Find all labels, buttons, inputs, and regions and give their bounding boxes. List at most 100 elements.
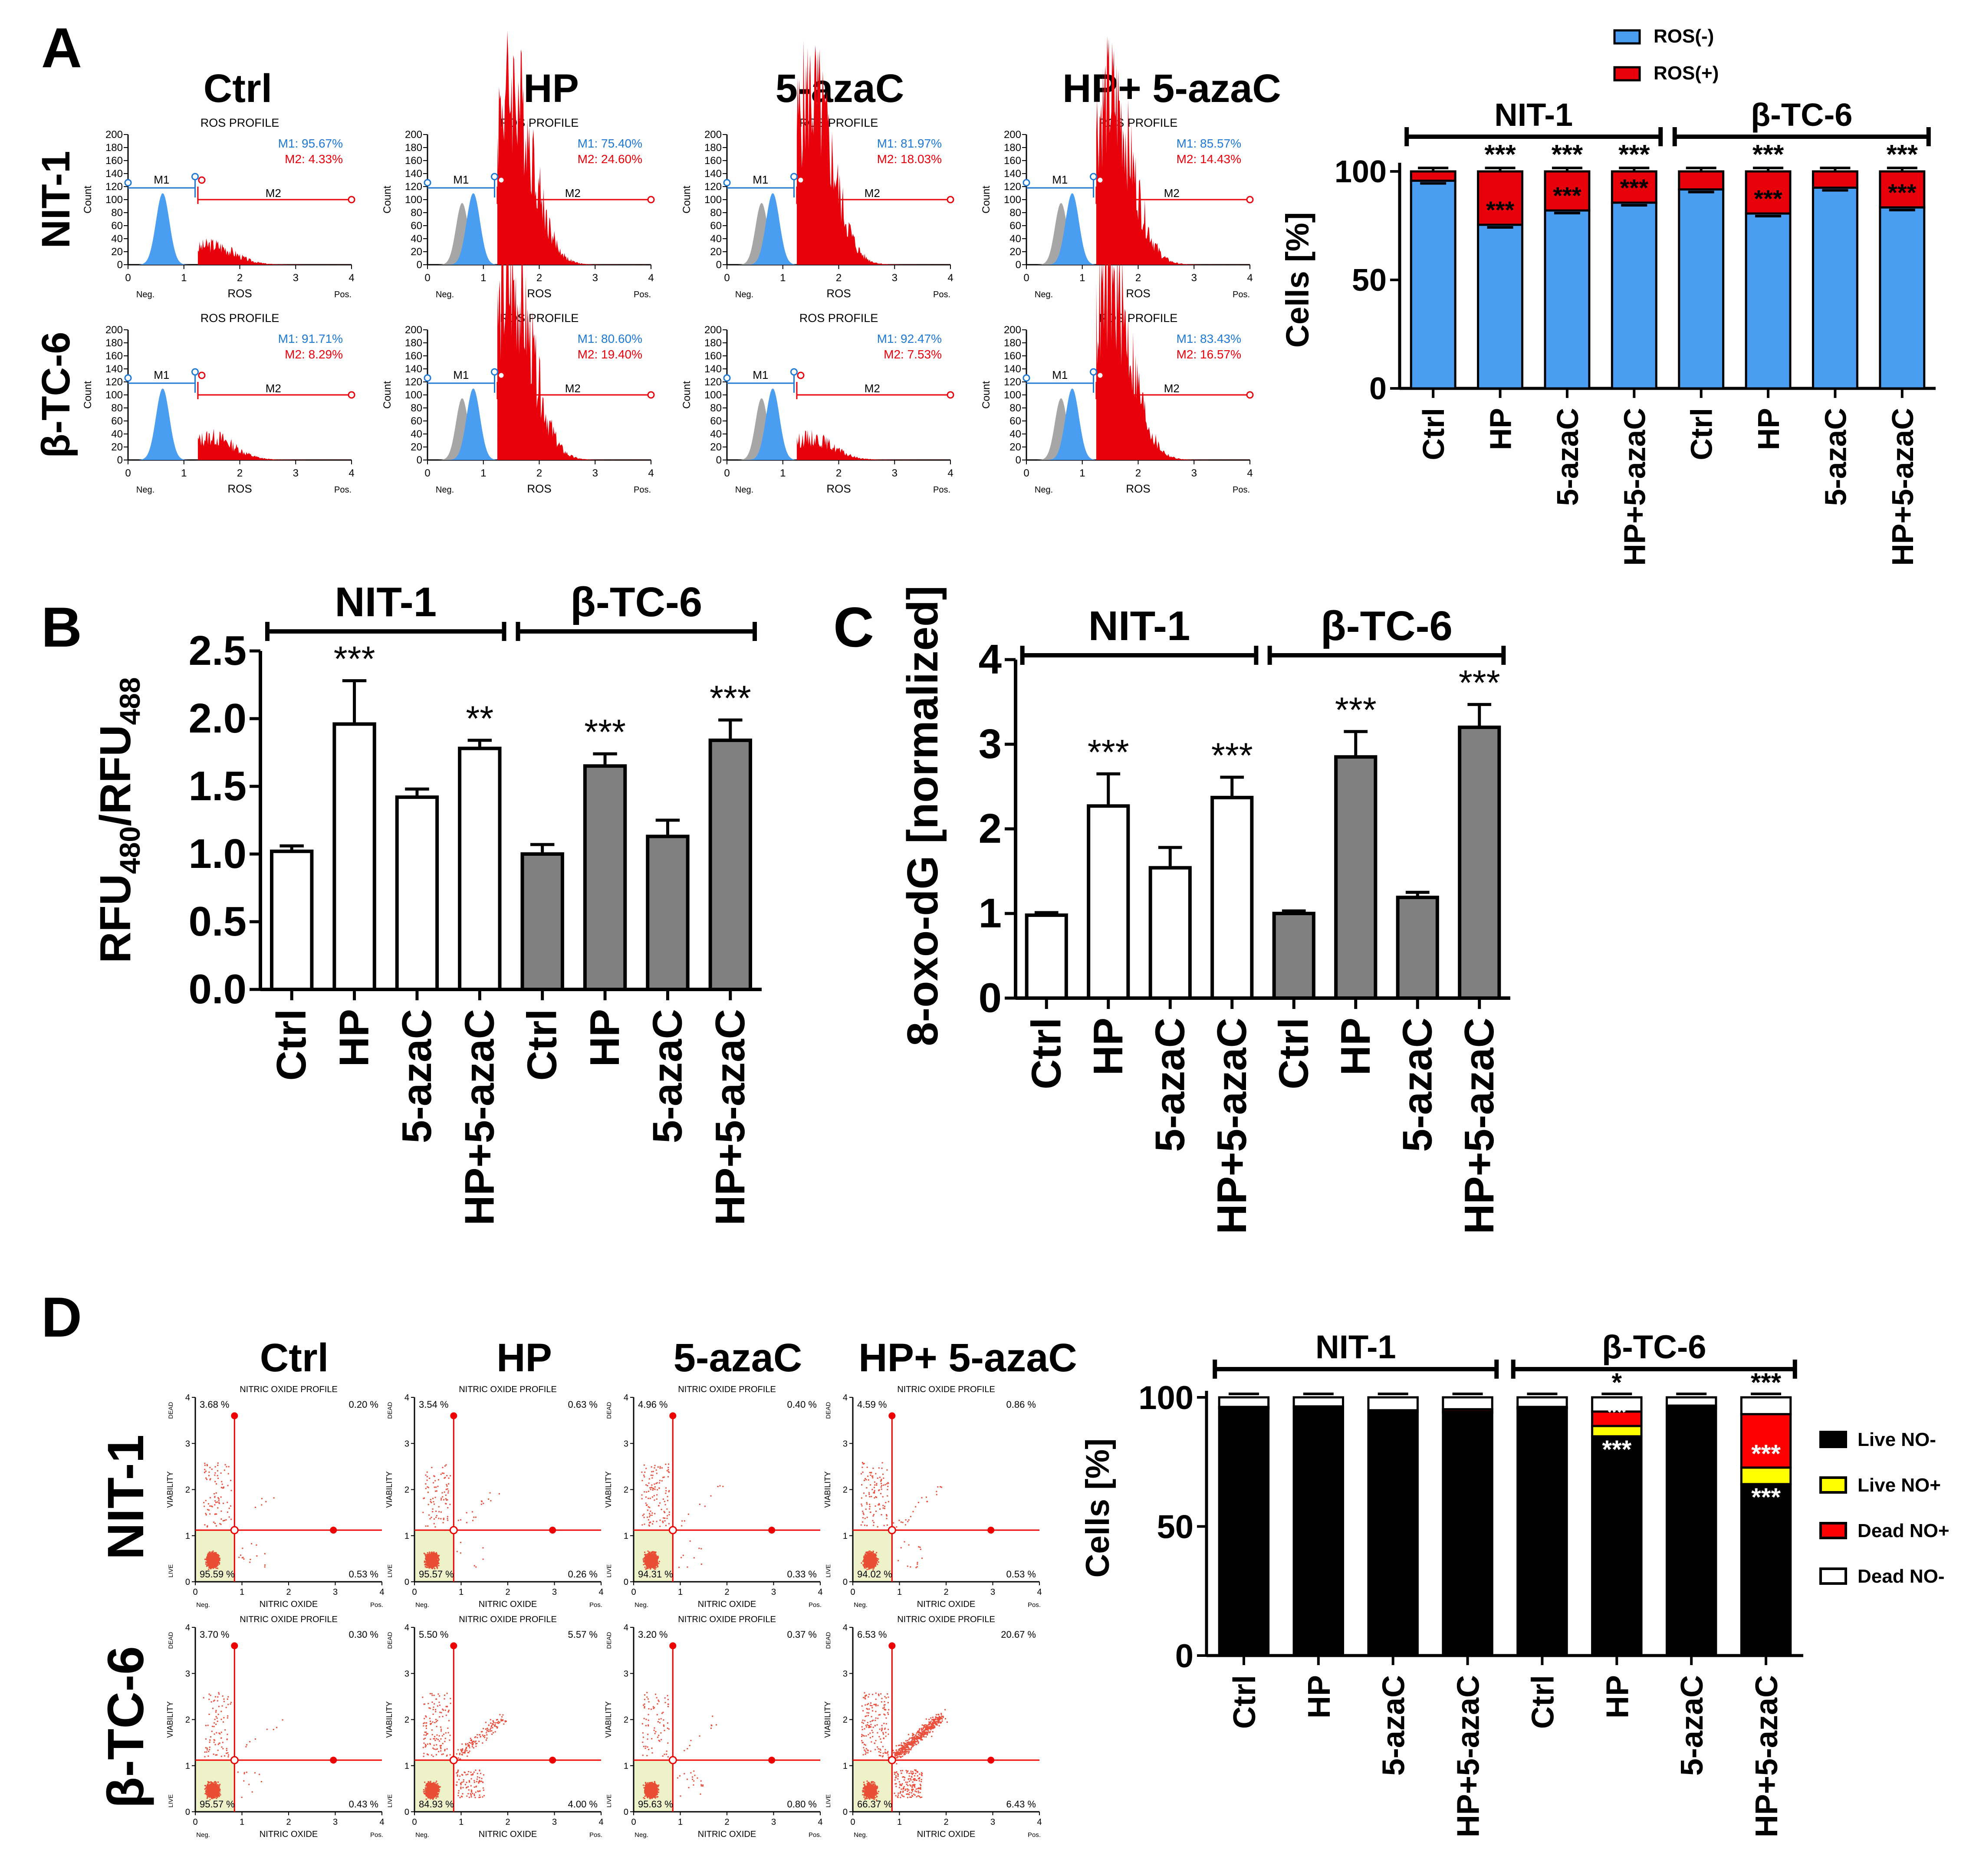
y-tick-label: 3 [185,1669,190,1679]
dot-plot-title: NITRIC OXIDE PROFILE [897,1615,995,1624]
x-tick-label: 3 [552,1587,557,1597]
cell-events [203,1692,283,1800]
dot-plot: NITRIC OXIDE PROFILE 00 1 1 2 2 3 3 4 4 VIABILITY D… [385,1615,604,1839]
neg-label: Neg. [415,1601,429,1609]
quadrant-upper-left: 4.59 % [857,1399,887,1410]
x-tick-label: HP+5-azaC [1749,1675,1784,1837]
m1-percentage: M1: 91.71% [278,332,343,345]
x-tick-label: HP [1332,1018,1379,1075]
y-axis-title: Count [681,381,693,409]
m2-label: M2 [865,382,880,395]
y-tick-label: 120 [1004,181,1021,193]
x-tick-label: 0 [424,467,430,479]
m2-label: M2 [266,187,281,200]
gate-center-handle [668,1756,677,1764]
histogram-title: ROS PROFILE [500,312,579,325]
y-tick-label: 140 [405,168,422,180]
quadrant-upper-right: 0.30 % [349,1629,379,1640]
condition-header-A: HP [523,66,579,111]
quadrant-lower-left: 95.57 % [419,1569,454,1580]
dot-plot-title: NITRIC OXIDE PROFILE [240,1385,338,1394]
ros-stacked-chart: 0 50 100 Cells [%] Ctrl *** *** HP *** *** 5-azaC *… [1279,26,1936,566]
cell-events [861,1692,948,1801]
x-tick-label: 4 [1037,1817,1042,1827]
dead-label: DEAD [167,1632,174,1649]
m1-percentage: M1: 81.97% [877,137,942,150]
m2-gate-handle [947,391,954,399]
x-axis-title: NITRIC OXIDE [260,1830,318,1839]
bar-segment-liveno [1218,1407,1270,1657]
y-tick-label: 100 [105,389,123,401]
y-tick-label: 120 [1004,376,1021,388]
bar-ros-negative [1678,188,1725,390]
bar-ros-negative [1611,201,1657,390]
quadrant-upper-right: 20.67 % [1001,1629,1036,1640]
x-tick-label: HP [582,1009,628,1067]
y-tick-label: 2 [624,1485,628,1495]
y-tick-label: 4 [843,1393,848,1403]
y-tick-label: 120 [704,376,722,388]
pos-label: Pos. [589,1831,602,1839]
y-tick-label: 0 [404,1577,409,1587]
x-axis-title: NITRIC OXIDE [698,1830,756,1839]
legend-swatch [1819,1567,1847,1585]
m2-percentage: M2: 7.53% [884,348,942,361]
m1-gate-handle [1023,179,1030,187]
group-label: NIT-1 [1494,97,1573,133]
y-axis-title-sub: 480 [114,826,146,874]
neg-label: Neg. [415,1831,429,1839]
legend-swatch [1819,1476,1847,1494]
group-label: NIT-1 [335,579,437,625]
y-tick-label: 180 [1004,142,1021,154]
y-tick-label: 3 [843,1439,848,1449]
bar [332,722,376,991]
y-tick-label: 160 [105,350,123,362]
m1-gate-handle [1023,374,1030,382]
x-tick-label: 3 [990,1587,995,1597]
quadrant-lower-left: 94.02 % [857,1569,892,1580]
bar-chart-B: 0.0 0.5 1.0 1.5 2.0 2.5 Ctrl *** HP 5-azaC ** HP+5-… [91,579,762,1225]
y-tick-label: 0.5 [189,898,247,945]
ros-negative-histogram [738,388,797,460]
neg-label: Neg. [136,290,155,299]
quadrant-upper-left: 3.68 % [200,1399,230,1410]
m2-gate-handle [497,371,505,379]
y-tick-label: 0 [624,1807,628,1817]
bar [1334,755,1378,1000]
bar [708,738,753,992]
y-tick-label: 2 [624,1715,628,1725]
y-tick-label: 20 [111,246,123,258]
m1-label: M1 [753,173,768,186]
m2-label: M2 [865,187,880,200]
ros-positive-histogram [796,40,950,265]
x-axis-title: NITRIC OXIDE [479,1830,537,1839]
dead-label: DEAD [386,1632,393,1649]
x-tick-label: Ctrl [1270,1018,1317,1089]
significance-marker: *** [1751,1483,1781,1511]
y-tick-label: 40 [111,233,123,245]
y-tick-label: 140 [105,363,123,375]
bar-ros-negative [1812,187,1858,390]
x-tick-label: 3 [1191,467,1197,479]
x-tick-label: 5-azaC [1551,408,1585,506]
x-tick-label: 4 [349,467,354,479]
neg-label: Neg. [436,485,454,495]
m1-label: M1 [154,173,169,186]
gate-handle [987,1757,995,1764]
dot-plot: NITRIC OXIDE PROFILE 00 1 1 2 2 3 3 4 4 VIABILITY D… [823,1615,1042,1839]
x-tick-label: 1 [1079,467,1085,479]
bar [270,849,314,991]
x-tick-label: 0 [412,1587,417,1597]
m1-percentage: M1: 92.47% [877,332,942,345]
y-tick-label: 60 [1009,220,1021,232]
y-axis-title: VIABILITY [385,1701,394,1738]
y-tick-label: 20 [710,246,722,258]
x-tick-label: Ctrl [1685,408,1719,460]
live-label: LIVE [167,1794,174,1807]
m1-gate-handle [124,179,132,187]
dot-plot-title: NITRIC OXIDE PROFILE [678,1385,776,1394]
panel-label-C: C [833,595,874,659]
x-tick-label: 0 [125,272,131,284]
x-tick-label: Ctrl [519,1009,566,1081]
